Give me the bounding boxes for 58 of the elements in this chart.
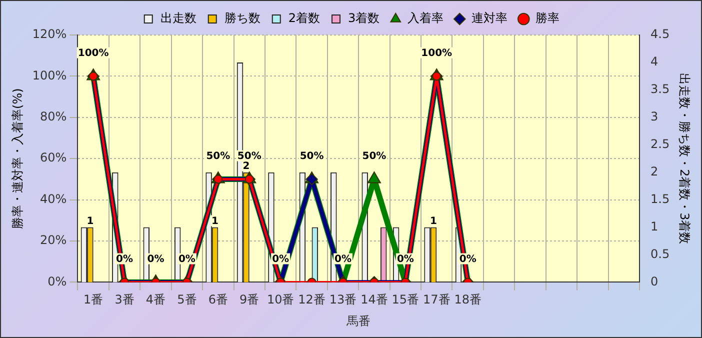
- y2-axis-title: 出走数・勝ち数・2着数・3着数: [678, 72, 692, 244]
- legend-label: 連対率: [472, 11, 508, 26]
- x-tick-label: 14番: [360, 292, 388, 307]
- legend-label: 入着率: [408, 11, 444, 26]
- y2-tick-label: 1.5: [650, 192, 670, 206]
- x-tick-label: 3番: [114, 292, 134, 307]
- y-tick-label: 0%: [48, 274, 67, 288]
- y2-tick-label: 0: [650, 274, 658, 288]
- x-axis-title: 馬番: [346, 314, 371, 328]
- data-label: 0%: [272, 254, 290, 265]
- data-label: 100%: [421, 48, 452, 59]
- data-label: 50%: [206, 150, 230, 162]
- y-tick-label: 100%: [32, 68, 67, 82]
- data-label: 0%: [396, 254, 414, 265]
- y2-tick-label: 2.5: [650, 136, 670, 151]
- x-tick-label: 18番: [454, 292, 482, 307]
- data-label: 2: [242, 160, 250, 172]
- data-label: 0%: [116, 254, 134, 265]
- data-label: 1: [212, 216, 219, 227]
- data-label: 1: [430, 216, 438, 227]
- y2-tick-label: 0.5: [650, 246, 670, 261]
- y2-tick-label: 3.5: [650, 82, 670, 96]
- data-label: 0%: [334, 254, 352, 265]
- x-tick-label: 4番: [146, 292, 166, 307]
- y2-tick-label: 4.5: [650, 27, 670, 42]
- legend-label: 勝率: [536, 11, 560, 26]
- y2-tick-label: 2: [650, 164, 658, 178]
- x-tick-label: 13番: [329, 292, 357, 307]
- x-tick-label: 9番: [240, 292, 260, 307]
- x-tick-label: 12番: [298, 292, 326, 307]
- y-tick-label: 20%: [40, 233, 67, 248]
- point: [367, 172, 381, 184]
- legend-label: 出走数: [160, 11, 196, 26]
- y-tick-label: 120%: [32, 27, 67, 42]
- y-axis-title: 勝率・連対率・入着率(%): [10, 88, 24, 229]
- data-label: 0%: [459, 254, 476, 265]
- x-tick-label: 6番: [208, 292, 228, 307]
- x-tick-label: 17番: [423, 292, 450, 307]
- y2-tick-label: 3: [650, 110, 658, 124]
- data-label: 0%: [147, 254, 164, 265]
- legend-label: 2着数: [288, 11, 320, 26]
- x-tick-label: 15番: [392, 292, 420, 307]
- legend-label: 勝ち数: [224, 11, 260, 26]
- y-tick-label: 60%: [40, 150, 67, 165]
- y-tick-label: 80%: [40, 110, 67, 124]
- data-label: 1: [86, 216, 94, 227]
- x-tick-label: 10番: [266, 292, 294, 307]
- x-tick-label: 1番: [83, 292, 104, 307]
- x-tick-label: 5番: [177, 292, 197, 307]
- data-label: 50%: [300, 150, 324, 162]
- data-label: 0%: [178, 254, 196, 265]
- data-label: 50%: [362, 150, 386, 162]
- legend-label: 3着数: [348, 11, 380, 26]
- data-label: 100%: [78, 48, 109, 59]
- y2-tick-label: 1: [650, 219, 658, 234]
- data-label: 50%: [237, 150, 262, 162]
- y2-tick-label: 4: [650, 54, 658, 69]
- y-tick-label: 40%: [40, 192, 67, 206]
